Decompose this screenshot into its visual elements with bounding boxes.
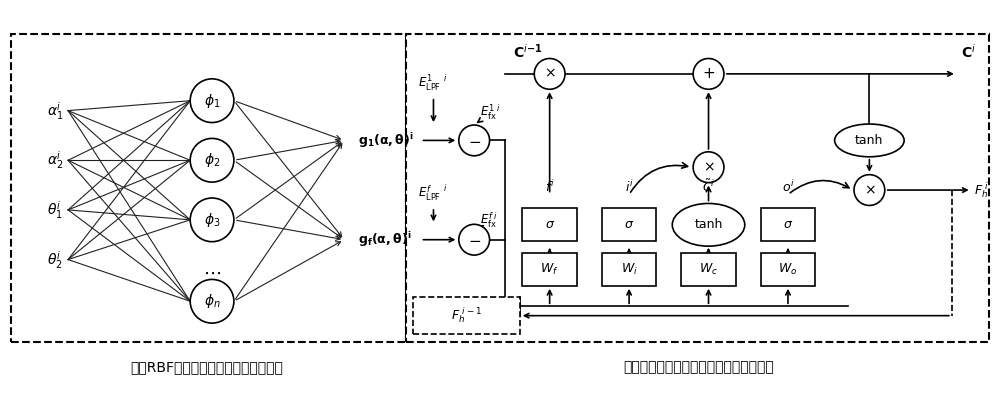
Text: $\phi_2$: $\phi_2$ — [204, 151, 220, 169]
Text: $F_h^{\ i-1}$: $F_h^{\ i-1}$ — [451, 306, 482, 325]
Text: $F_h^{\ i}$: $F_h^{\ i}$ — [974, 180, 989, 200]
Text: $\phi_1$: $\phi_1$ — [204, 92, 220, 110]
Text: $\times$: $\times$ — [864, 183, 875, 197]
Text: $\alpha_2^i$: $\alpha_2^i$ — [47, 149, 63, 171]
Text: $\mathbf{C}^{i\mathbf{-1}}$: $\mathbf{C}^{i\mathbf{-1}}$ — [513, 43, 542, 61]
FancyBboxPatch shape — [761, 209, 815, 241]
FancyBboxPatch shape — [681, 253, 736, 286]
Text: $W_i$: $W_i$ — [621, 262, 637, 277]
Text: $\mathbf{g_1(\alpha,\theta)^i}$: $\mathbf{g_1(\alpha,\theta)^i}$ — [358, 131, 414, 150]
Text: 基于长短时记忆神经网络的臂力估计模型: 基于长短时记忆神经网络的臂力估计模型 — [623, 360, 774, 374]
Text: $E_{\mathrm{LPF}}^{f}\ ^{i}$: $E_{\mathrm{LPF}}^{f}\ ^{i}$ — [418, 183, 449, 203]
Text: $\theta_1^i$: $\theta_1^i$ — [47, 199, 63, 221]
Text: $i^i$: $i^i$ — [625, 179, 634, 194]
Text: $\mathbf{g_f(\alpha,\theta)^i}$: $\mathbf{g_f(\alpha,\theta)^i}$ — [358, 230, 411, 249]
Circle shape — [190, 79, 234, 122]
Circle shape — [854, 175, 885, 205]
Text: $\tilde{C}^i$: $\tilde{C}^i$ — [702, 178, 715, 194]
FancyBboxPatch shape — [11, 34, 406, 342]
Text: $+$: $+$ — [702, 66, 715, 81]
Text: $\alpha_1^i$: $\alpha_1^i$ — [47, 100, 63, 122]
Text: tanh: tanh — [855, 134, 884, 147]
Ellipse shape — [835, 124, 904, 157]
Text: $-$: $-$ — [468, 232, 481, 247]
Text: $\mathbf{C}^i$: $\mathbf{C}^i$ — [961, 43, 976, 61]
Text: $\times$: $\times$ — [703, 160, 714, 174]
Text: $-$: $-$ — [468, 133, 481, 148]
FancyBboxPatch shape — [522, 209, 577, 241]
Text: $W_f$: $W_f$ — [540, 262, 559, 277]
Circle shape — [190, 138, 234, 182]
Circle shape — [693, 152, 724, 182]
Circle shape — [190, 198, 234, 242]
FancyBboxPatch shape — [406, 34, 989, 342]
Text: $\sigma$: $\sigma$ — [783, 218, 793, 231]
Text: $\sigma$: $\sigma$ — [545, 218, 555, 231]
Circle shape — [693, 58, 724, 89]
FancyBboxPatch shape — [602, 253, 656, 286]
FancyBboxPatch shape — [761, 253, 815, 286]
FancyBboxPatch shape — [413, 297, 520, 334]
Text: $W_c$: $W_c$ — [699, 262, 718, 277]
Text: $\phi_n$: $\phi_n$ — [204, 292, 220, 310]
Text: $E_{\mathrm{fx}}^{f\ i}$: $E_{\mathrm{fx}}^{f\ i}$ — [480, 210, 498, 229]
Text: 基于RBF神经网络的关节转动补偿模型: 基于RBF神经网络的关节转动补偿模型 — [131, 360, 284, 374]
Text: $W_o$: $W_o$ — [778, 262, 798, 277]
Text: $\phi_3$: $\phi_3$ — [204, 211, 220, 229]
Text: $\cdots$: $\cdots$ — [203, 263, 221, 282]
Text: $E_{\mathrm{fx}}^{1\ i}$: $E_{\mathrm{fx}}^{1\ i}$ — [480, 103, 501, 122]
Ellipse shape — [672, 203, 745, 246]
Text: $o^i$: $o^i$ — [782, 179, 794, 194]
Text: $\theta_2^i$: $\theta_2^i$ — [47, 248, 63, 271]
Circle shape — [459, 125, 490, 156]
Circle shape — [534, 58, 565, 89]
Text: tanh: tanh — [694, 218, 723, 231]
FancyBboxPatch shape — [522, 253, 577, 286]
Text: $\sigma$: $\sigma$ — [624, 218, 634, 231]
Circle shape — [190, 279, 234, 323]
Text: $E_{\mathrm{LPF}}^{1}\ ^{i}$: $E_{\mathrm{LPF}}^{1}\ ^{i}$ — [418, 73, 449, 92]
Text: $f^i$: $f^i$ — [545, 179, 555, 194]
Circle shape — [459, 224, 490, 255]
FancyBboxPatch shape — [602, 209, 656, 241]
Text: $\times$: $\times$ — [544, 67, 556, 81]
